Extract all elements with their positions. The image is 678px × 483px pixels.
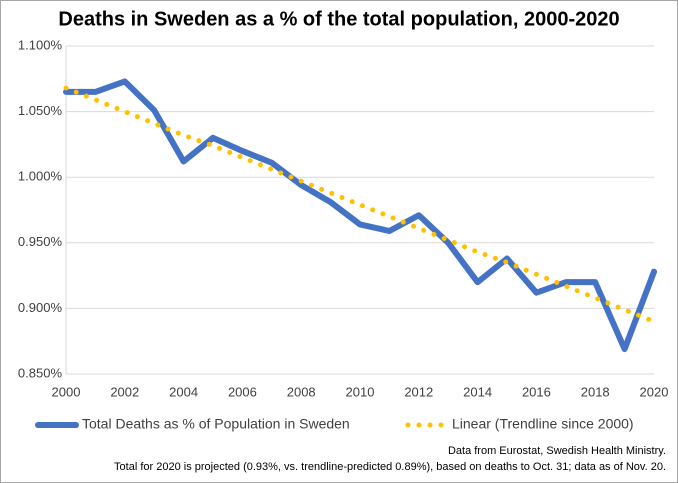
x-tick-label: 2000	[52, 384, 81, 399]
chart-title: Deaths in Sweden as a % of the total pop…	[58, 8, 619, 30]
legend-label: Total Deaths as % of Population in Swede…	[82, 416, 350, 432]
y-tick-label: 0.900%	[18, 300, 63, 315]
y-tick-label: 1.050%	[18, 103, 63, 118]
y-tick-label: 0.950%	[18, 234, 63, 249]
x-tick-label: 2004	[169, 384, 198, 399]
legend-label: Linear (Trendline since 2000)	[452, 416, 634, 432]
x-tick-label: 2018	[581, 384, 610, 399]
x-tick-label: 2010	[346, 384, 375, 399]
series-line	[63, 78, 657, 353]
y-tick-label: 0.850%	[18, 365, 63, 380]
x-tick-label: 2016	[522, 384, 551, 399]
x-tick-label: 2006	[228, 384, 257, 399]
x-tick-label: 2020	[640, 384, 669, 399]
y-tick-label: 1.000%	[18, 169, 63, 184]
x-tick-label: 2008	[287, 384, 316, 399]
note: Data from Eurostat, Swedish Health Minis…	[448, 445, 666, 457]
series-line	[63, 85, 657, 325]
x-tick-label: 2014	[463, 384, 492, 399]
note: Total for 2020 is projected (0.93%, vs. …	[114, 461, 666, 473]
x-tick-label: 2012	[404, 384, 433, 399]
x-tick-label: 2002	[110, 384, 139, 399]
y-tick-label: 1.100%	[18, 37, 63, 52]
